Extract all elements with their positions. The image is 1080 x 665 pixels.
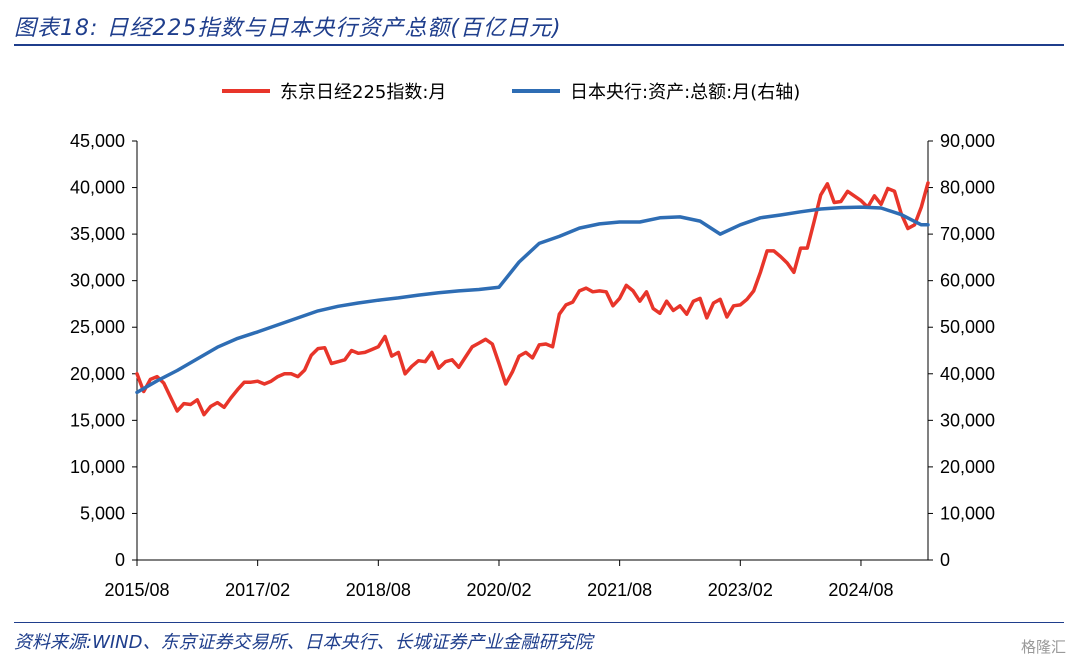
- right-tick-label: 60,000: [940, 271, 995, 291]
- legend-label-boj: 日本央行:资产:总额:月(右轴): [570, 82, 800, 103]
- x-tick-label: 2023/02: [708, 580, 773, 600]
- left-tick-label: 15,000: [70, 410, 125, 430]
- title-underline: [14, 44, 1064, 46]
- left-tick-label: 45,000: [70, 131, 125, 151]
- source-note: 资料来源:WIND、东京证券交易所、日本央行、长城证券产业金融研究院: [14, 632, 593, 653]
- x-tick-label: 2021/08: [587, 580, 652, 600]
- right-tick-label: 90,000: [940, 131, 995, 151]
- series-lines: [135, 181, 930, 417]
- chart: 东京日经225指数:月 日本央行:资产:总额:月(右轴) 0 5,000 10,00…: [70, 82, 995, 600]
- right-tick-label: 10,000: [940, 503, 995, 523]
- x-tick-label: 2017/02: [225, 580, 290, 600]
- x-tick-label: 2018/08: [346, 580, 411, 600]
- legend-label-nikkei: 东京日经225指数:月: [280, 82, 446, 103]
- right-tick-label: 50,000: [940, 317, 995, 337]
- axes: 0 5,000 10,000 15,000 20,000 25,000 30,000 35,0…: [70, 131, 995, 600]
- x-tick-label: 2015/08: [104, 580, 169, 600]
- legend: 东京日经225指数:月 日本央行:资产:总额:月(右轴): [222, 82, 800, 103]
- left-tick-label: 5,000: [80, 503, 125, 523]
- right-tick-label: 70,000: [940, 224, 995, 244]
- right-tick-label: 30,000: [940, 410, 995, 430]
- footer-rule: [14, 622, 1064, 623]
- left-tick-label: 25,000: [70, 317, 125, 337]
- right-tick-label: 80,000: [940, 178, 995, 198]
- right-tick-label: 40,000: [940, 364, 995, 384]
- left-tick-label: 10,000: [70, 457, 125, 477]
- right-tick-label: 20,000: [940, 457, 995, 477]
- right-tick-label: 0: [940, 550, 950, 570]
- x-tick-label: 2024/08: [828, 580, 893, 600]
- page-title: 图表18: 日经225指数与日本央行资产总额(百亿日元): [14, 16, 562, 41]
- boj-assets-line: [135, 205, 930, 395]
- left-tick-label: 20,000: [70, 364, 125, 384]
- nikkei-line: [135, 181, 930, 417]
- left-tick-label: 30,000: [70, 271, 125, 291]
- left-tick-label: 35,000: [70, 224, 125, 244]
- left-tick-label: 0: [115, 550, 125, 570]
- x-tick-label: 2020/02: [466, 580, 531, 600]
- left-tick-label: 40,000: [70, 178, 125, 198]
- watermark-logo: 格隆汇: [1020, 638, 1066, 656]
